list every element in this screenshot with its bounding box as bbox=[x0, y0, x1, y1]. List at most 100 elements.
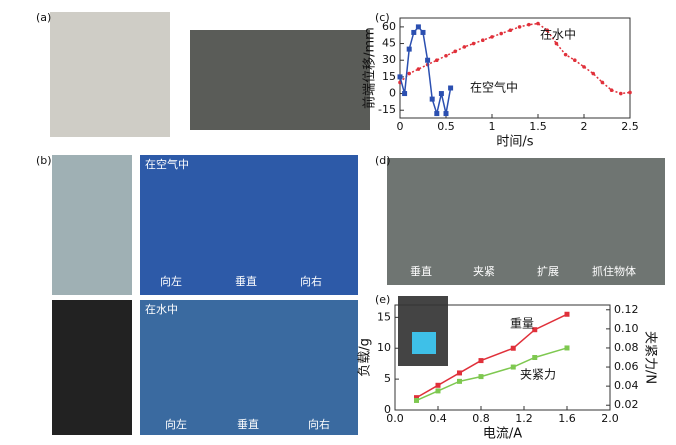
caption: 垂直 bbox=[235, 274, 257, 288]
x-tick-label: 2.0 bbox=[601, 412, 619, 425]
series-label: 重量 bbox=[510, 317, 534, 331]
caption: 抓住物体 bbox=[592, 264, 636, 278]
caption: 向右 bbox=[308, 417, 330, 431]
series-label: 夹紧力 bbox=[520, 368, 556, 382]
panel-label: (d) bbox=[375, 154, 391, 167]
marker bbox=[429, 96, 435, 102]
marker bbox=[481, 38, 485, 43]
x-tick-label: 2.5 bbox=[621, 120, 639, 133]
caption: 夹紧 bbox=[473, 265, 495, 278]
y2-tick-label: 0.12 bbox=[614, 303, 639, 316]
caption: 垂直 bbox=[237, 417, 259, 431]
marker bbox=[462, 45, 467, 49]
marker bbox=[435, 388, 441, 394]
marker bbox=[444, 53, 448, 58]
marker bbox=[478, 358, 484, 364]
series-label: 在空气中 bbox=[470, 80, 518, 95]
x-tick-label: 1.2 bbox=[515, 412, 533, 425]
marker bbox=[425, 57, 431, 63]
y-axis-label: 前端位移/mm bbox=[362, 27, 378, 109]
y2-axis-label: 夹紧力/N bbox=[643, 331, 658, 384]
marker bbox=[510, 345, 516, 351]
marker bbox=[582, 65, 586, 69]
x-tick-label: 0 bbox=[397, 120, 404, 133]
marker bbox=[527, 22, 531, 27]
plot-frame bbox=[394, 304, 611, 411]
caption: 在空气中 bbox=[145, 157, 189, 171]
marker bbox=[416, 67, 421, 71]
y-tick-label: 60 bbox=[382, 20, 396, 33]
x-tick-label: 0.5 bbox=[437, 120, 455, 133]
caption: 扩展 bbox=[537, 264, 559, 278]
marker bbox=[591, 71, 595, 76]
series-label: 在水中 bbox=[540, 27, 576, 42]
y2-tick-label: 0.06 bbox=[614, 360, 639, 373]
marker bbox=[564, 311, 570, 317]
x-tick-label: 1 bbox=[489, 120, 496, 133]
y2-tick-label: 0.08 bbox=[614, 341, 639, 354]
marker bbox=[435, 58, 439, 63]
marker bbox=[434, 111, 440, 117]
marker bbox=[499, 31, 504, 36]
marker bbox=[471, 41, 476, 46]
y-tick-label: 30 bbox=[382, 53, 396, 66]
y2-tick-label: 0.02 bbox=[614, 398, 639, 411]
y-tick-label: 5 bbox=[384, 372, 391, 385]
marker bbox=[573, 58, 577, 63]
y-tick-label: 0 bbox=[384, 403, 391, 416]
marker bbox=[563, 52, 568, 57]
marker bbox=[411, 29, 417, 35]
y-tick-label: 15 bbox=[377, 310, 391, 323]
y-tick-label: -15 bbox=[378, 103, 396, 116]
x-axis-label: 电流/A bbox=[483, 427, 522, 442]
panel-label: (c) bbox=[375, 11, 390, 24]
x-tick-label: 1.6 bbox=[558, 412, 576, 425]
marker bbox=[517, 25, 522, 29]
caption: 在水中 bbox=[145, 303, 178, 316]
marker bbox=[414, 397, 419, 403]
marker bbox=[510, 364, 516, 370]
y2-tick-label: 0.04 bbox=[614, 379, 639, 392]
marker bbox=[435, 382, 441, 388]
marker bbox=[453, 49, 458, 54]
marker bbox=[628, 90, 632, 95]
marker bbox=[457, 378, 462, 384]
marker bbox=[414, 395, 419, 401]
y-tick-label: 10 bbox=[377, 341, 391, 354]
marker bbox=[406, 46, 412, 52]
x-tick-label: 1.5 bbox=[529, 120, 547, 133]
series-line bbox=[399, 25, 452, 117]
marker bbox=[478, 374, 484, 380]
marker bbox=[536, 21, 540, 26]
marker bbox=[448, 85, 454, 91]
marker bbox=[554, 41, 559, 46]
caption: 向左 bbox=[160, 274, 182, 288]
plot-frame bbox=[399, 17, 631, 119]
x-tick-label: 0.4 bbox=[429, 412, 447, 425]
marker bbox=[609, 88, 614, 93]
y2-tick-label: 0.10 bbox=[614, 322, 639, 335]
x-tick-label: 2 bbox=[581, 120, 588, 133]
marker bbox=[407, 71, 412, 76]
y-axis-label: 负载/g bbox=[358, 338, 373, 377]
panel-label: (b) bbox=[36, 154, 52, 167]
marker bbox=[532, 355, 538, 360]
y-tick-label: 0 bbox=[389, 87, 396, 100]
marker bbox=[490, 35, 494, 39]
panel-label: (e) bbox=[375, 293, 390, 306]
marker bbox=[457, 370, 462, 376]
marker bbox=[415, 24, 421, 30]
panel-label: (a) bbox=[36, 11, 51, 24]
y-tick-label: 45 bbox=[382, 37, 396, 50]
marker bbox=[402, 91, 408, 97]
caption: 向左 bbox=[165, 417, 187, 431]
marker bbox=[619, 91, 623, 96]
marker bbox=[600, 80, 605, 85]
y-tick-label: 15 bbox=[382, 70, 396, 83]
marker bbox=[564, 345, 570, 351]
marker bbox=[438, 91, 444, 97]
x-tick-label: 0.0 bbox=[386, 412, 404, 425]
caption: 向右 bbox=[300, 274, 322, 288]
marker bbox=[532, 327, 538, 333]
